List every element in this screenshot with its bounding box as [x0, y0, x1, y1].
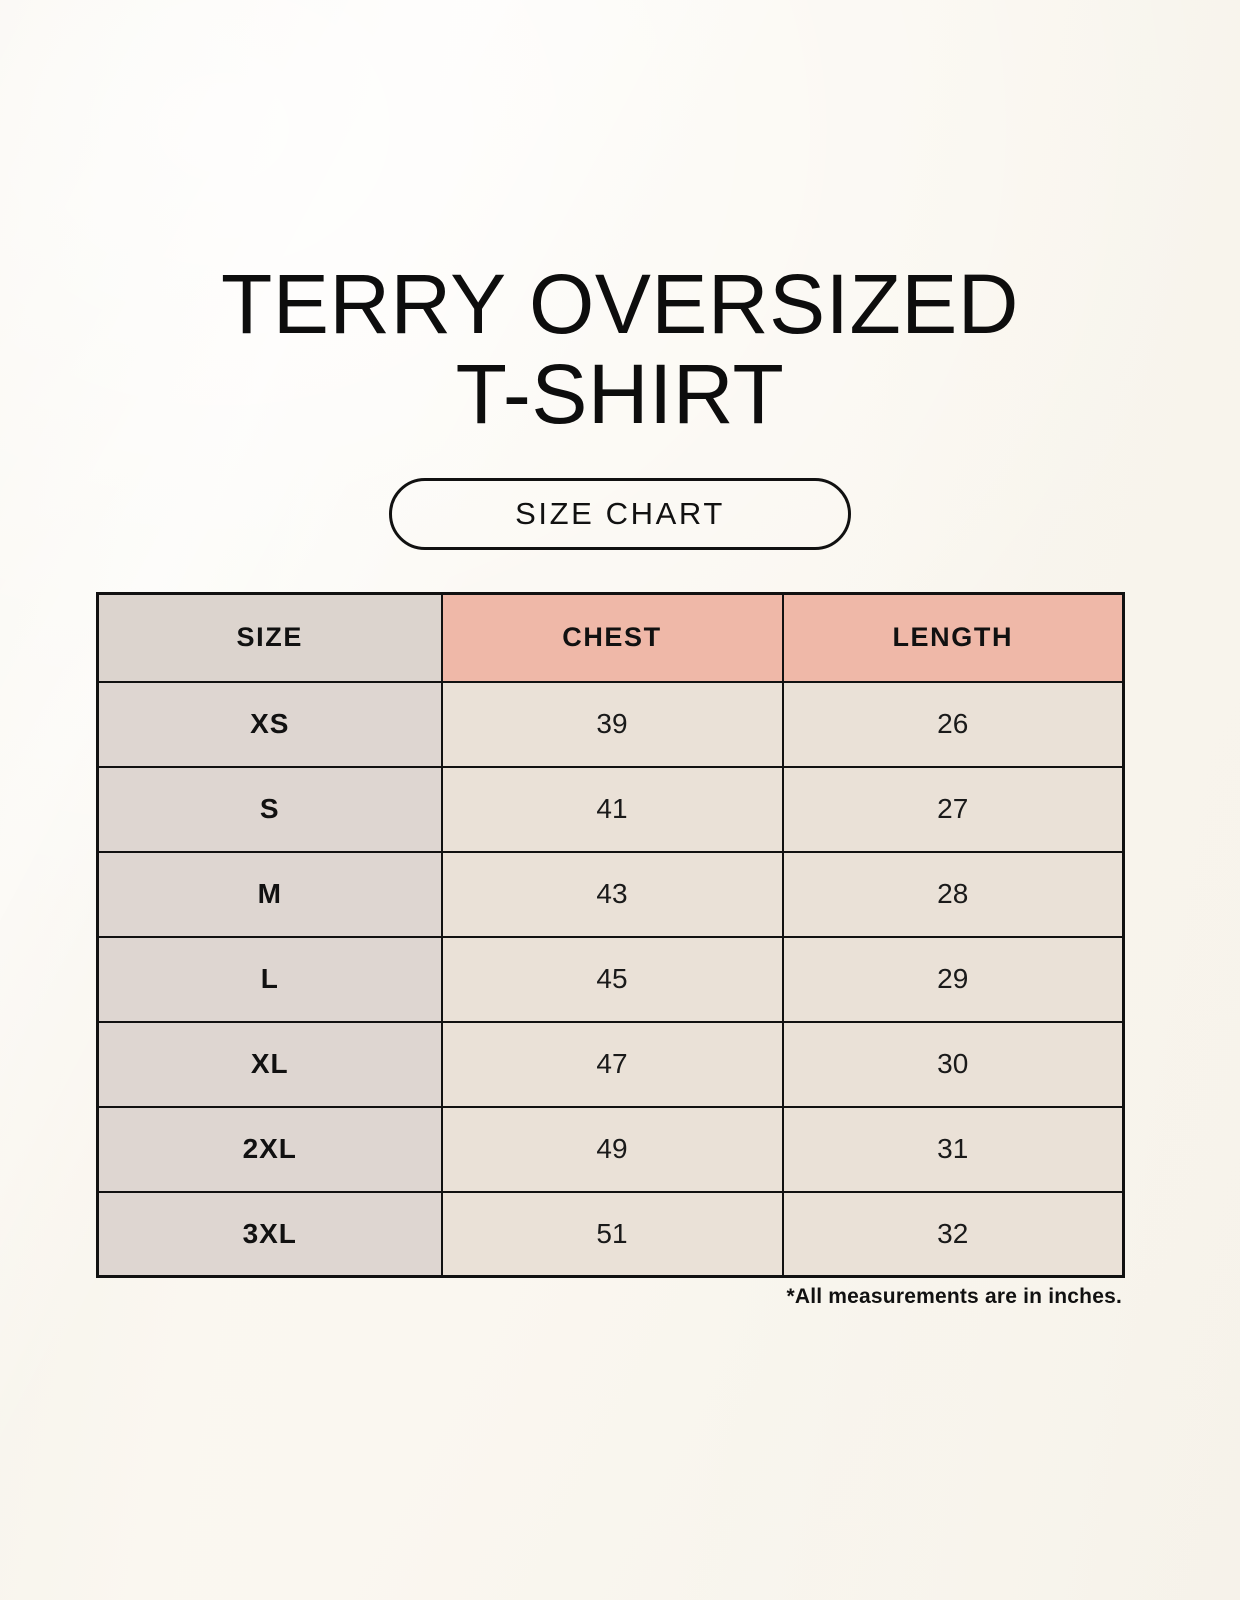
size-table-wrap: SIZE CHEST LENGTH XS 39 26 S 41 27 M	[96, 592, 1125, 1278]
cell-chest: 43	[440, 850, 784, 938]
cell-size: XL	[96, 1020, 443, 1108]
table-row: XL 47 30	[96, 1020, 1125, 1108]
cell-size: S	[96, 765, 443, 853]
size-chart-badge-label: SIZE CHART	[515, 496, 725, 531]
cell-length: 31	[781, 1105, 1125, 1193]
cell-chest: 45	[440, 935, 784, 1023]
measurement-footnote: *All measurements are in inches.	[786, 1285, 1122, 1308]
cell-length: 27	[781, 765, 1125, 853]
cell-size: L	[96, 935, 443, 1023]
size-table-head: SIZE CHEST LENGTH	[96, 592, 1125, 683]
table-row: M 43 28	[96, 850, 1125, 938]
size-table-body: XS 39 26 S 41 27 M 43 28 L 45 29	[96, 680, 1125, 1278]
title-line-1: TERRY OVERSIZED	[221, 257, 1019, 351]
table-row: S 41 27	[96, 765, 1125, 853]
size-chart-badge-wrap: SIZE CHART	[0, 478, 1240, 550]
table-header-row: SIZE CHEST LENGTH	[96, 592, 1125, 683]
title-line-2: T-SHIRT	[455, 347, 785, 441]
size-table: SIZE CHEST LENGTH XS 39 26 S 41 27 M	[96, 592, 1125, 1278]
cell-size: 3XL	[96, 1190, 443, 1278]
cell-length: 29	[781, 935, 1125, 1023]
column-header-length: LENGTH	[781, 592, 1125, 683]
cell-size: 2XL	[96, 1105, 443, 1193]
cell-size: M	[96, 850, 443, 938]
cell-size: XS	[96, 680, 443, 768]
cell-length: 28	[781, 850, 1125, 938]
column-header-size: SIZE	[96, 592, 443, 683]
cell-length: 32	[781, 1190, 1125, 1278]
cell-chest: 41	[440, 765, 784, 853]
column-header-chest: CHEST	[440, 592, 784, 683]
table-row: 3XL 51 32	[96, 1190, 1125, 1278]
table-row: L 45 29	[96, 935, 1125, 1023]
size-chart-badge: SIZE CHART	[389, 478, 851, 550]
cell-length: 30	[781, 1020, 1125, 1108]
table-row: XS 39 26	[96, 680, 1125, 768]
cell-chest: 51	[440, 1190, 784, 1278]
page-title: TERRY OVERSIZED T-SHIRT	[0, 262, 1240, 436]
cell-chest: 49	[440, 1105, 784, 1193]
cell-length: 26	[781, 680, 1125, 768]
cell-chest: 47	[440, 1020, 784, 1108]
table-row: 2XL 49 31	[96, 1105, 1125, 1193]
cell-chest: 39	[440, 680, 784, 768]
